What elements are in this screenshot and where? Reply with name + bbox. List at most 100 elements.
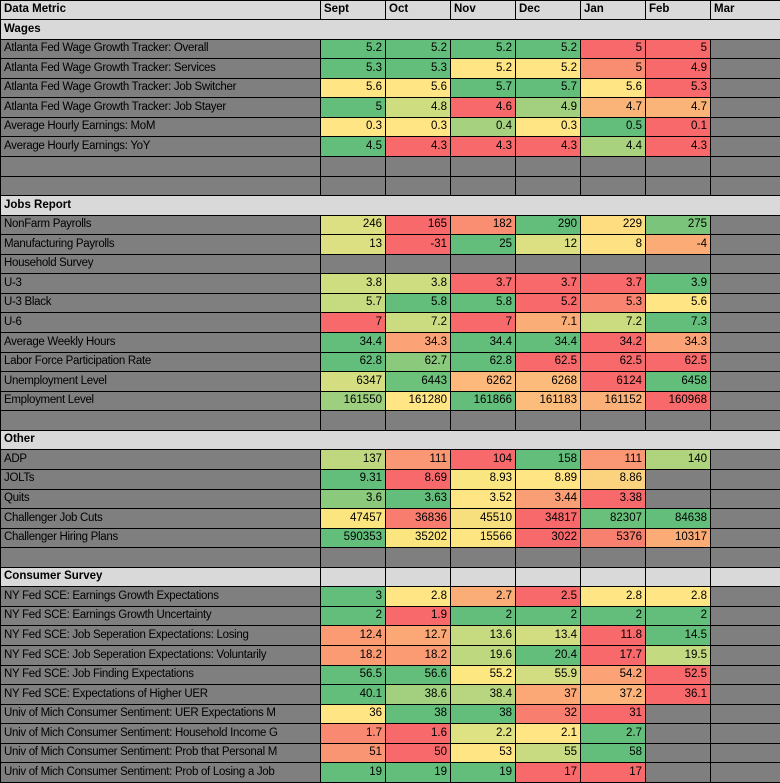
empty-cell[interactable] — [645, 468, 711, 490]
empty-cell[interactable] — [710, 312, 780, 333]
empty-cell[interactable] — [645, 762, 711, 783]
value-cell[interactable]: 160968 — [645, 390, 711, 412]
empty-cell[interactable] — [385, 410, 451, 431]
value-cell[interactable]: 18.2 — [385, 645, 451, 666]
value-cell[interactable]: 62.5 — [580, 351, 646, 373]
empty-cell[interactable] — [385, 547, 451, 568]
metric-label-cell[interactable]: Atlanta Fed Wage Growth Tracker: Overall — [0, 38, 321, 60]
empty-cell[interactable] — [710, 77, 780, 99]
metric-label-cell[interactable]: Challenger Job Cuts — [0, 508, 321, 529]
empty-cell[interactable] — [710, 410, 780, 431]
value-cell[interactable]: 32 — [515, 703, 581, 725]
value-cell[interactable]: 6443 — [385, 371, 451, 392]
value-cell[interactable]: 38 — [450, 703, 516, 725]
value-cell[interactable]: -4 — [645, 234, 711, 255]
section-header[interactable]: Wages — [0, 19, 780, 40]
section-cell[interactable] — [710, 566, 780, 588]
value-cell[interactable]: 2.5 — [515, 586, 581, 607]
empty-cell[interactable] — [710, 332, 780, 353]
value-cell[interactable]: 2.8 — [645, 586, 711, 607]
metric-label-cell[interactable]: NonFarm Payrolls — [0, 214, 321, 236]
value-cell[interactable]: 5.2 — [515, 38, 581, 60]
value-cell[interactable]: 161280 — [385, 390, 451, 412]
empty-cell[interactable] — [710, 390, 780, 412]
month-header-sept[interactable]: Sept — [320, 0, 386, 20]
metric-label-cell[interactable]: Average Hourly Earnings: MoM — [0, 116, 321, 138]
value-cell[interactable]: 2.1 — [515, 723, 581, 744]
value-cell[interactable]: 161866 — [450, 390, 516, 412]
value-cell[interactable]: 3.63 — [385, 488, 451, 510]
metric-label-cell[interactable]: NY Fed SCE: Job Seperation Expectations:… — [0, 625, 321, 646]
value-cell[interactable]: 1.9 — [385, 605, 451, 627]
value-cell[interactable]: 3.6 — [320, 488, 386, 510]
empty-cell[interactable] — [710, 723, 780, 744]
value-cell[interactable]: 8 — [580, 234, 646, 255]
value-cell[interactable]: 3.7 — [580, 273, 646, 294]
value-cell[interactable]: 11.8 — [580, 625, 646, 646]
metric-label-cell[interactable]: U-6 — [0, 312, 321, 333]
value-cell[interactable]: 6262 — [450, 371, 516, 392]
empty-cell[interactable] — [515, 155, 581, 177]
value-cell[interactable]: 53 — [450, 742, 516, 764]
section-header[interactable]: Jobs Report — [0, 195, 780, 216]
empty-cell[interactable] — [710, 351, 780, 373]
metric-label-cell[interactable]: NY Fed SCE: Earnings Growth Uncertainty — [0, 605, 321, 627]
empty-cell[interactable] — [450, 410, 516, 431]
value-cell[interactable]: 2.7 — [580, 723, 646, 744]
value-cell[interactable]: 2.8 — [385, 586, 451, 607]
value-cell[interactable]: 590353 — [320, 527, 386, 549]
value-cell[interactable]: 62.5 — [645, 351, 711, 373]
value-cell[interactable]: 4.7 — [580, 97, 646, 118]
empty-cell[interactable] — [385, 155, 451, 177]
value-cell[interactable]: 15566 — [450, 527, 516, 549]
empty-cell[interactable] — [645, 175, 711, 197]
value-cell[interactable]: 5376 — [580, 527, 646, 549]
empty-label-cell[interactable] — [0, 175, 321, 197]
value-cell[interactable]: 5.3 — [645, 77, 711, 99]
value-cell[interactable]: 3.38 — [580, 488, 646, 510]
empty-cell[interactable] — [515, 175, 581, 197]
empty-cell[interactable] — [710, 58, 780, 79]
value-cell[interactable]: 7 — [450, 312, 516, 333]
value-cell[interactable]: 5 — [645, 38, 711, 60]
value-cell[interactable]: 4.5 — [320, 136, 386, 157]
value-cell[interactable]: 4.3 — [515, 136, 581, 157]
section-cell[interactable] — [320, 566, 386, 588]
value-cell[interactable]: 62.5 — [515, 351, 581, 373]
metric-label-cell[interactable]: Atlanta Fed Wage Growth Tracker: Service… — [0, 58, 321, 79]
value-cell[interactable]: 56.6 — [385, 664, 451, 686]
value-cell[interactable]: 34.2 — [580, 332, 646, 353]
empty-cell[interactable] — [450, 547, 516, 568]
month-header-dec[interactable]: Dec — [515, 0, 581, 20]
metric-label-cell[interactable]: ADP — [0, 449, 321, 470]
value-cell[interactable]: 17.7 — [580, 645, 646, 666]
value-cell[interactable]: 6268 — [515, 371, 581, 392]
value-cell[interactable]: 4.6 — [450, 97, 516, 118]
value-cell[interactable]: 3.52 — [450, 488, 516, 510]
empty-cell[interactable] — [645, 742, 711, 764]
value-cell[interactable]: 13.4 — [515, 625, 581, 646]
value-cell[interactable]: 14.5 — [645, 625, 711, 646]
metric-label-cell[interactable]: Household Survey — [0, 253, 321, 275]
value-cell[interactable]: 5 — [580, 58, 646, 79]
empty-cell[interactable] — [710, 664, 780, 686]
value-cell[interactable]: 0.5 — [580, 116, 646, 138]
value-cell[interactable]: 3.7 — [515, 273, 581, 294]
empty-cell[interactable] — [320, 410, 386, 431]
section-header[interactable]: Other — [0, 429, 780, 451]
value-cell[interactable]: 31 — [580, 703, 646, 725]
empty-cell[interactable] — [710, 214, 780, 236]
value-cell[interactable]: 62.7 — [385, 351, 451, 373]
value-cell[interactable]: 0.3 — [320, 116, 386, 138]
empty-cell[interactable] — [710, 742, 780, 764]
metric-label-cell[interactable]: Employment Level — [0, 390, 321, 412]
value-cell[interactable]: 3.8 — [385, 273, 451, 294]
value-cell[interactable]: 12.4 — [320, 625, 386, 646]
empty-cell[interactable] — [515, 547, 581, 568]
value-cell[interactable]: 5 — [320, 97, 386, 118]
empty-cell[interactable] — [710, 253, 780, 275]
value-cell[interactable]: 84638 — [645, 508, 711, 529]
value-cell[interactable]: 290 — [515, 214, 581, 236]
value-cell[interactable]: 40.1 — [320, 684, 386, 705]
value-cell[interactable]: 12 — [515, 234, 581, 255]
